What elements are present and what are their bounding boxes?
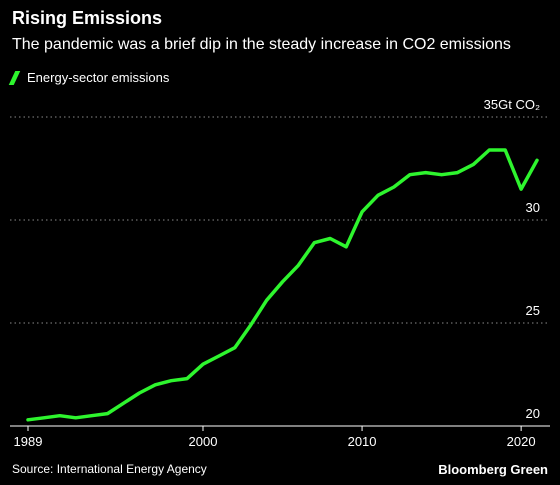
chart-subtitle: The pandemic was a brief dip in the stea… <box>12 36 511 53</box>
emissions-series-line <box>26 148 539 422</box>
y-tick-label: 35Gt CO₂ <box>484 97 540 112</box>
x-tick-label: 2020 <box>507 434 536 449</box>
source-note: Source: International Energy Agency <box>12 462 207 476</box>
y-tick-label: 30 <box>526 200 540 215</box>
chart-title: Rising Emissions <box>12 8 163 28</box>
legend: Energy-sector emissions <box>8 70 170 85</box>
x-tick-label: 2000 <box>189 434 218 449</box>
bloomberg-green-logo: Bloomberg Green <box>438 462 548 477</box>
legend-label: Energy-sector emissions <box>27 70 170 85</box>
y-tick-label: 25 <box>526 303 540 318</box>
y-tick-label: 20 <box>526 406 540 421</box>
x-tick-label: 1989 <box>14 434 43 449</box>
x-tick-label: 2010 <box>348 434 377 449</box>
